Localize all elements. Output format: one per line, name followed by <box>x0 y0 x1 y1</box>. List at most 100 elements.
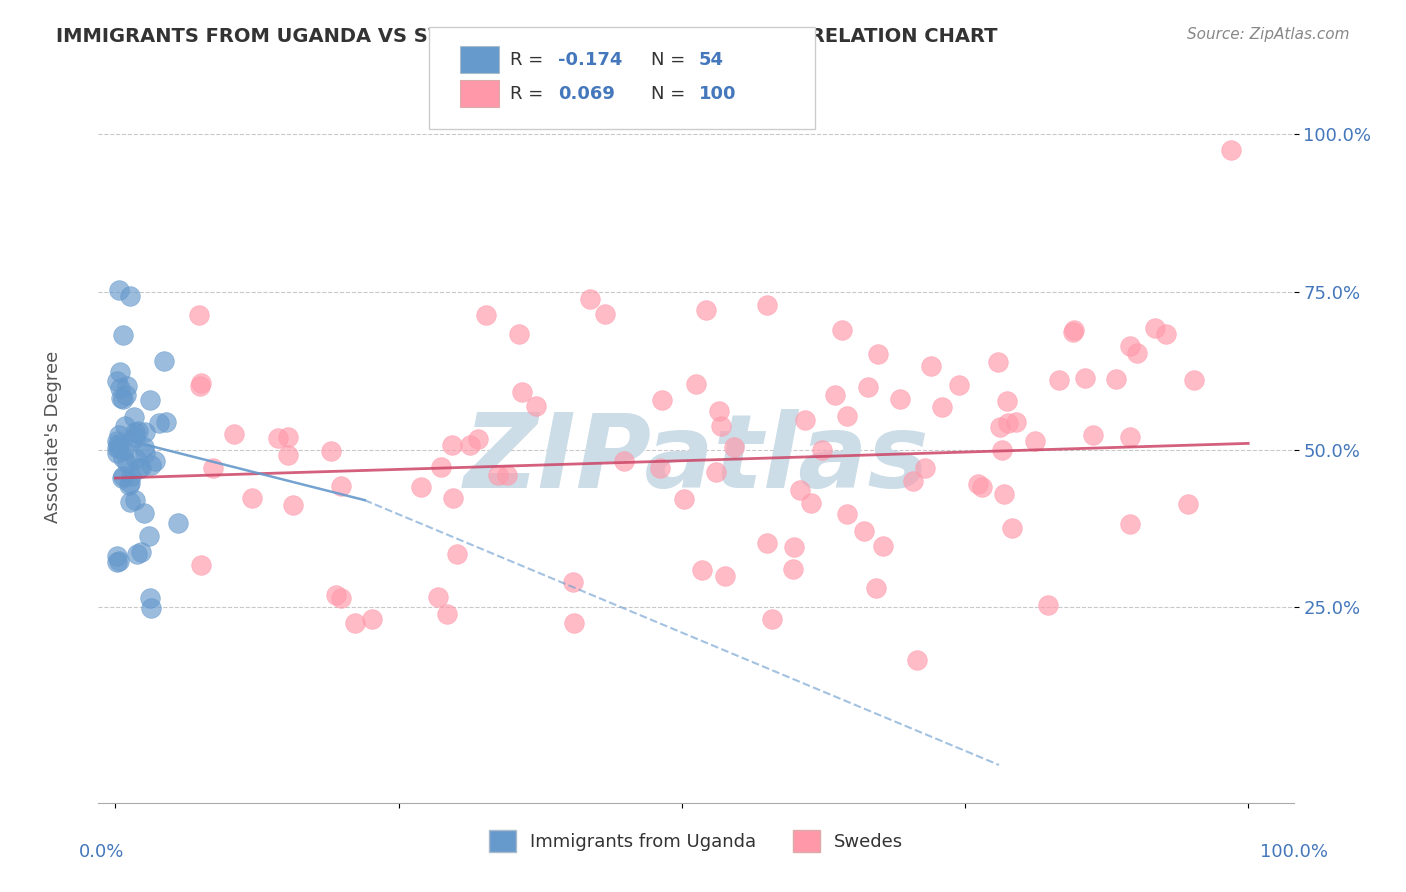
Point <box>1119 516 1142 531</box>
Point <box>139 591 162 605</box>
Point <box>562 616 585 631</box>
Point <box>107 555 129 569</box>
Point <box>430 460 453 475</box>
Point <box>824 388 846 402</box>
Point <box>110 391 132 405</box>
Text: Source: ZipAtlas.com: Source: ZipAtlas.com <box>1187 27 1350 42</box>
Point <box>866 347 889 361</box>
Point <box>467 432 489 446</box>
Point <box>650 460 672 475</box>
Point <box>837 409 859 424</box>
Point <box>105 434 128 449</box>
Point <box>709 404 731 418</box>
Point <box>1119 338 1142 352</box>
Point <box>486 468 509 483</box>
Point <box>240 491 263 505</box>
Text: ZIPatlas: ZIPatlas <box>463 409 929 509</box>
Point <box>690 562 713 576</box>
Point <box>281 498 304 512</box>
Point <box>1047 373 1070 387</box>
Point <box>704 465 727 479</box>
Point <box>153 353 176 368</box>
Point <box>202 461 225 475</box>
Point <box>134 425 156 439</box>
Point <box>115 379 138 393</box>
Point <box>129 545 152 559</box>
Point <box>972 480 994 494</box>
Point <box>475 308 498 322</box>
Point <box>155 415 177 429</box>
Point <box>117 456 139 470</box>
Point <box>125 452 148 467</box>
Point <box>111 451 134 466</box>
Text: 100.0%: 100.0% <box>1260 843 1327 861</box>
Point <box>125 547 148 561</box>
Point <box>524 399 547 413</box>
Point <box>124 430 146 444</box>
Point <box>990 442 1012 457</box>
Point <box>508 327 530 342</box>
Text: N =: N = <box>651 85 690 103</box>
Point <box>128 460 150 475</box>
Point <box>931 401 953 415</box>
Text: -0.174: -0.174 <box>558 51 623 69</box>
Point <box>695 303 717 318</box>
Point <box>426 591 449 605</box>
Point <box>723 440 745 454</box>
Point <box>107 554 129 568</box>
Point <box>139 458 162 472</box>
Point <box>997 416 1019 430</box>
Point <box>118 478 141 492</box>
Point <box>755 535 778 549</box>
Point <box>800 496 823 510</box>
Point <box>837 507 859 521</box>
Point <box>672 492 695 507</box>
Point <box>1024 434 1046 448</box>
Point <box>593 307 616 321</box>
Point <box>122 409 145 424</box>
Point <box>112 327 135 342</box>
Point <box>761 612 783 626</box>
Text: IMMIGRANTS FROM UGANDA VS SWEDISH ASSOCIATE'S DEGREE CORRELATION CHART: IMMIGRANTS FROM UGANDA VS SWEDISH ASSOCI… <box>56 27 998 45</box>
Point <box>111 392 134 407</box>
Point <box>1177 497 1199 511</box>
Point <box>143 454 166 468</box>
Point <box>789 483 811 498</box>
Point <box>167 516 190 530</box>
Point <box>114 388 136 402</box>
Point <box>865 582 887 596</box>
Point <box>409 480 432 494</box>
Point <box>120 495 142 509</box>
Point <box>458 438 481 452</box>
Point <box>948 377 970 392</box>
Point <box>993 487 1015 501</box>
Point <box>107 441 129 455</box>
Point <box>1154 326 1177 341</box>
Point <box>124 493 146 508</box>
Point <box>1036 599 1059 613</box>
Point <box>138 529 160 543</box>
Text: 54: 54 <box>699 51 724 69</box>
Point <box>120 289 142 303</box>
Point <box>441 438 464 452</box>
Point <box>319 443 342 458</box>
Point <box>325 589 347 603</box>
Point <box>685 376 707 391</box>
Point <box>852 524 875 538</box>
Point <box>1118 430 1140 444</box>
Point <box>1126 345 1149 359</box>
Point <box>121 433 143 447</box>
Point <box>138 393 160 408</box>
Point <box>710 418 733 433</box>
Point <box>1182 373 1205 387</box>
Point <box>148 416 170 430</box>
Point <box>190 558 212 572</box>
Point <box>107 436 129 450</box>
Point <box>124 425 146 440</box>
Point <box>329 591 352 605</box>
Point <box>713 568 735 582</box>
Point <box>914 461 936 475</box>
Point <box>131 461 153 475</box>
Point <box>1001 521 1024 535</box>
Point <box>108 283 131 297</box>
